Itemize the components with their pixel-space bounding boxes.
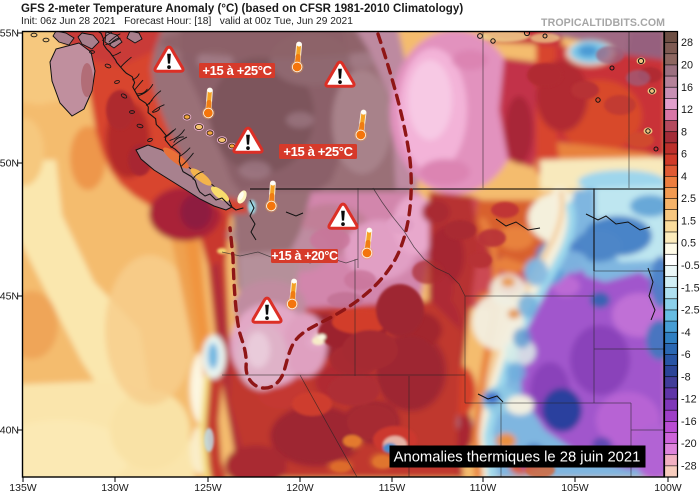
svg-text:-4: -4 bbox=[681, 327, 691, 339]
svg-text:135W: 135W bbox=[9, 482, 37, 494]
svg-text:55N: 55N bbox=[0, 28, 19, 40]
svg-text:-6: -6 bbox=[681, 349, 691, 361]
svg-text:100W: 100W bbox=[654, 482, 682, 494]
svg-text:6: 6 bbox=[681, 149, 687, 161]
svg-text:-0.5: -0.5 bbox=[681, 260, 700, 272]
svg-text:45N: 45N bbox=[0, 291, 19, 303]
svg-text:8: 8 bbox=[681, 126, 687, 138]
svg-text:125W: 125W bbox=[194, 482, 222, 494]
svg-text:4: 4 bbox=[681, 171, 687, 183]
svg-text:+15 à +25°C: +15 à +25°C bbox=[202, 63, 272, 78]
svg-text:20: 20 bbox=[681, 60, 693, 72]
svg-text:-1.5: -1.5 bbox=[681, 282, 700, 294]
svg-text:+15 à +20°C: +15 à +20°C bbox=[271, 249, 338, 263]
svg-text:16: 16 bbox=[681, 82, 693, 94]
svg-text:110W: 110W bbox=[470, 482, 497, 494]
svg-text:-8: -8 bbox=[681, 371, 691, 383]
svg-text:2.5: 2.5 bbox=[681, 193, 696, 205]
svg-text:-28: -28 bbox=[681, 460, 697, 472]
svg-text:+15 à +25°C: +15 à +25°C bbox=[283, 144, 353, 159]
svg-text:130W: 130W bbox=[101, 482, 129, 494]
svg-text:-16: -16 bbox=[681, 416, 697, 428]
svg-text:28: 28 bbox=[681, 37, 693, 49]
svg-text:40N: 40N bbox=[0, 425, 19, 437]
svg-text:Anomalies thermiques le 28 jui: Anomalies thermiques le 28 juin 2021 bbox=[394, 450, 641, 466]
svg-text:-20: -20 bbox=[681, 438, 697, 450]
svg-text:0.5: 0.5 bbox=[681, 238, 696, 250]
svg-text:1.5: 1.5 bbox=[681, 215, 696, 227]
svg-text:-12: -12 bbox=[681, 394, 697, 406]
svg-text:12: 12 bbox=[681, 104, 693, 116]
svg-text:115W: 115W bbox=[379, 482, 406, 494]
svg-text:50N: 50N bbox=[0, 158, 19, 170]
svg-text:120W: 120W bbox=[286, 482, 314, 494]
svg-text:105W: 105W bbox=[561, 482, 589, 494]
svg-text:-2.5: -2.5 bbox=[681, 305, 700, 317]
